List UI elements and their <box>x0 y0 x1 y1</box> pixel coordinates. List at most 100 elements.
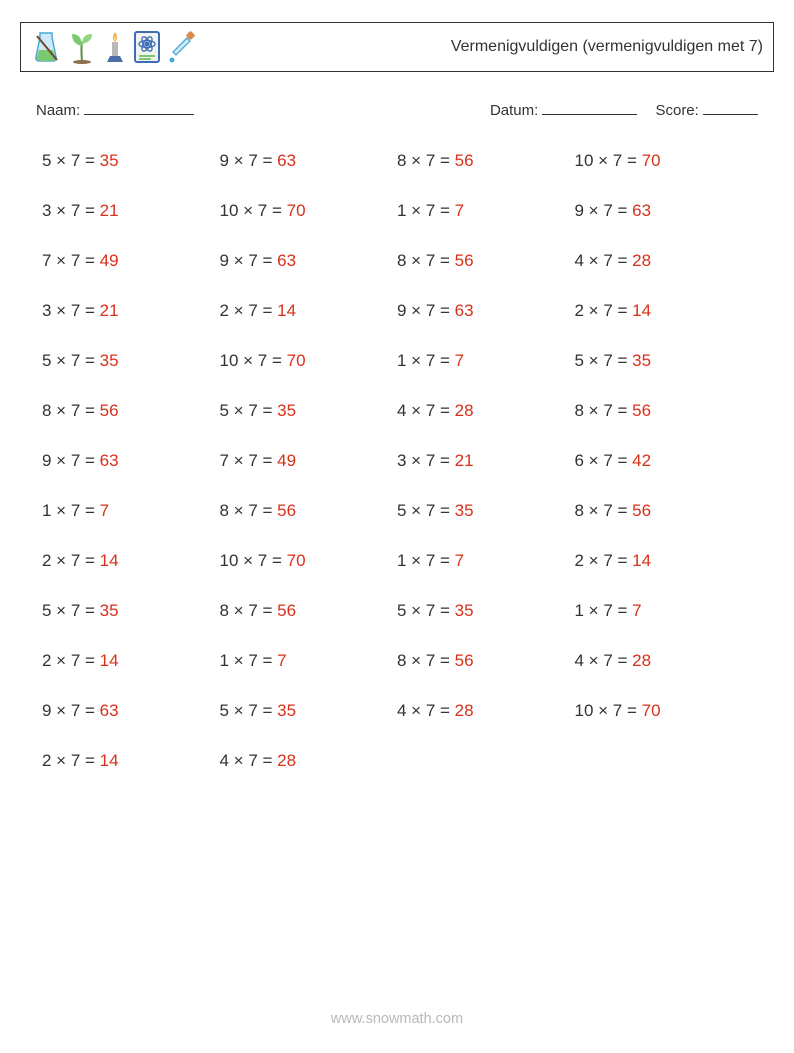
problem-answer: 70 <box>642 701 661 720</box>
problem-cell: 9 × 7 = 63 <box>42 451 220 471</box>
problem-expression: 2 × 7 = <box>575 551 633 570</box>
problem-answer: 63 <box>277 251 296 270</box>
problem-answer: 14 <box>100 551 119 570</box>
problem-answer: 49 <box>277 451 296 470</box>
problem-cell: 2 × 7 = 14 <box>220 301 398 321</box>
problem-expression: 9 × 7 = <box>575 201 633 220</box>
name-label: Naam: <box>36 102 80 119</box>
problem-cell: 1 × 7 = 7 <box>397 551 575 571</box>
problem-cell: 4 × 7 = 28 <box>575 251 753 271</box>
problem-answer: 70 <box>642 151 661 170</box>
problem-cell: 1 × 7 = 7 <box>397 201 575 221</box>
problem-cell: 1 × 7 = 7 <box>220 651 398 671</box>
problem-cell: 8 × 7 = 56 <box>575 501 753 521</box>
problem-expression: 2 × 7 = <box>42 651 100 670</box>
problem-expression: 7 × 7 = <box>42 251 100 270</box>
problem-cell: 8 × 7 = 56 <box>397 651 575 671</box>
problem-answer: 28 <box>455 401 474 420</box>
problem-expression: 5 × 7 = <box>42 151 100 170</box>
problem-expression: 4 × 7 = <box>575 251 633 270</box>
problem-expression: 3 × 7 = <box>42 201 100 220</box>
problem-cell: 3 × 7 = 21 <box>397 451 575 471</box>
problem-answer: 63 <box>100 701 119 720</box>
problem-expression: 4 × 7 = <box>575 651 633 670</box>
date-blank <box>542 100 637 115</box>
problem-answer: 35 <box>277 701 296 720</box>
atom-card-icon <box>133 30 161 64</box>
problem-cell: 9 × 7 = 63 <box>220 251 398 271</box>
problem-cell: 4 × 7 = 28 <box>397 401 575 421</box>
problem-answer: 56 <box>632 401 651 420</box>
problem-expression: 9 × 7 = <box>397 301 455 320</box>
problem-expression: 1 × 7 = <box>397 351 455 370</box>
problem-cell: 10 × 7 = 70 <box>575 701 753 721</box>
problem-expression: 3 × 7 = <box>42 301 100 320</box>
problem-cell: 4 × 7 = 28 <box>575 651 753 671</box>
problem-cell: 8 × 7 = 56 <box>397 251 575 271</box>
problem-expression: 5 × 7 = <box>397 601 455 620</box>
problem-answer: 56 <box>277 601 296 620</box>
problem-cell: 2 × 7 = 14 <box>575 301 753 321</box>
problem-expression: 5 × 7 = <box>42 601 100 620</box>
problem-expression: 8 × 7 = <box>220 501 278 520</box>
problem-cell: 5 × 7 = 35 <box>42 351 220 371</box>
problem-cell: 3 × 7 = 21 <box>42 201 220 221</box>
problem-cell: 4 × 7 = 28 <box>397 701 575 721</box>
problem-answer: 70 <box>287 351 306 370</box>
problem-expression: 4 × 7 = <box>397 401 455 420</box>
problem-answer: 63 <box>277 151 296 170</box>
problem-expression: 1 × 7 = <box>575 601 633 620</box>
problem-cell: 9 × 7 = 63 <box>397 301 575 321</box>
problem-answer: 28 <box>632 251 651 270</box>
problem-expression: 6 × 7 = <box>575 451 633 470</box>
problem-answer: 56 <box>100 401 119 420</box>
problem-expression: 5 × 7 = <box>220 401 278 420</box>
problem-cell: 6 × 7 = 42 <box>575 451 753 471</box>
problem-cell: 8 × 7 = 56 <box>42 401 220 421</box>
problem-answer: 35 <box>632 351 651 370</box>
problem-cell: 5 × 7 = 35 <box>575 351 753 371</box>
problem-expression: 2 × 7 = <box>220 301 278 320</box>
problem-cell: 2 × 7 = 14 <box>42 751 220 771</box>
problem-answer: 35 <box>100 151 119 170</box>
problem-answer: 21 <box>100 201 119 220</box>
problem-answer: 14 <box>277 301 296 320</box>
problem-answer: 7 <box>455 551 464 570</box>
problem-answer: 56 <box>455 651 474 670</box>
problem-cell: 9 × 7 = 63 <box>575 201 753 221</box>
problem-expression: 10 × 7 = <box>220 351 287 370</box>
problem-cell: 1 × 7 = 7 <box>575 601 753 621</box>
problem-answer: 7 <box>100 501 109 520</box>
problem-cell: 4 × 7 = 28 <box>220 751 398 771</box>
problem-expression: 5 × 7 = <box>220 701 278 720</box>
worksheet-title: Vermenigvuldigen (vermenigvuldigen met 7… <box>451 38 763 56</box>
problem-cell: 2 × 7 = 14 <box>42 651 220 671</box>
problem-cell: 10 × 7 = 70 <box>575 151 753 171</box>
problem-answer: 28 <box>277 751 296 770</box>
problem-answer: 63 <box>632 201 651 220</box>
problem-cell: 10 × 7 = 70 <box>220 201 398 221</box>
problem-cell: 8 × 7 = 56 <box>220 501 398 521</box>
problem-answer: 7 <box>455 351 464 370</box>
problem-answer: 14 <box>632 301 651 320</box>
problem-answer: 49 <box>100 251 119 270</box>
problem-cell: 3 × 7 = 21 <box>42 301 220 321</box>
header-box: Vermenigvuldigen (vermenigvuldigen met 7… <box>20 22 774 72</box>
problem-cell: 8 × 7 = 56 <box>220 601 398 621</box>
problem-expression: 1 × 7 = <box>397 201 455 220</box>
problem-cell: 10 × 7 = 70 <box>220 351 398 371</box>
problem-expression: 8 × 7 = <box>575 401 633 420</box>
score-blank <box>703 100 758 115</box>
problem-expression: 9 × 7 = <box>220 251 278 270</box>
header-icons <box>31 30 197 64</box>
problem-answer: 63 <box>100 451 119 470</box>
problem-expression: 8 × 7 = <box>42 401 100 420</box>
problem-expression: 4 × 7 = <box>220 751 278 770</box>
beaker-icon <box>31 30 61 64</box>
problem-expression: 4 × 7 = <box>397 701 455 720</box>
problem-expression: 5 × 7 = <box>397 501 455 520</box>
problem-expression: 8 × 7 = <box>397 651 455 670</box>
problem-cell: 5 × 7 = 35 <box>42 151 220 171</box>
problem-answer: 21 <box>100 301 119 320</box>
problem-cell: 7 × 7 = 49 <box>220 451 398 471</box>
